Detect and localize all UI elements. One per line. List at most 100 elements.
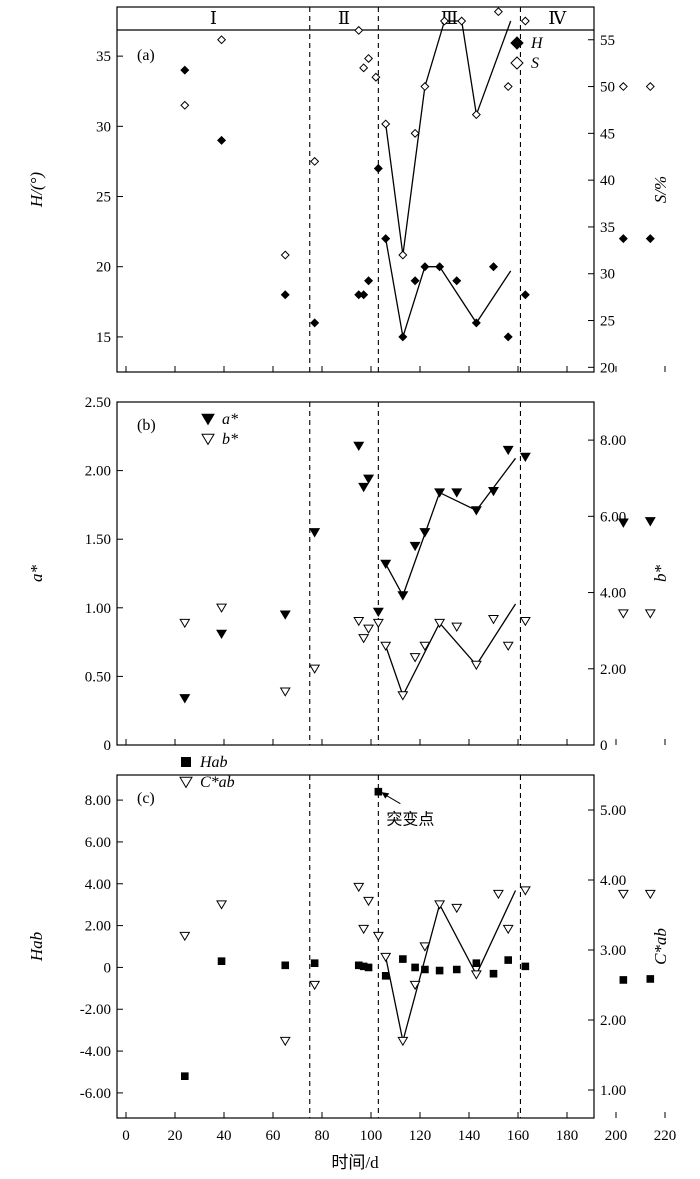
trend-line <box>385 238 512 338</box>
data-point-right <box>363 896 375 907</box>
data-point-right <box>380 641 392 652</box>
data-point-right <box>359 63 369 73</box>
x-tick-label: 100 <box>360 1128 383 1144</box>
y-left-tick-label: 0.50 <box>85 669 111 685</box>
data-point-left <box>359 290 369 300</box>
data-point-left <box>617 518 629 528</box>
y-right-tick-label: 8.00 <box>600 433 626 449</box>
y-right-tick-label: 50 <box>600 80 615 96</box>
y-left-tick-label: 2.00 <box>85 464 111 480</box>
data-point-right <box>617 609 629 619</box>
data-point-left <box>502 445 514 456</box>
y-right-tick-label: 0 <box>600 738 608 754</box>
data-point-left <box>310 959 319 968</box>
data-point-right <box>439 16 450 26</box>
data-point-left <box>470 506 482 516</box>
x-tick-label: 0 <box>122 1128 130 1144</box>
y-right-axis-label: C*ab <box>651 928 670 965</box>
data-point-left <box>364 963 373 972</box>
data-point-left <box>471 318 481 328</box>
phase-label: Ⅰ <box>210 8 217 28</box>
data-point-right <box>451 622 463 632</box>
y-right-tick-label: 30 <box>600 267 615 283</box>
y-right-axis-label: b* <box>651 565 670 583</box>
data-point-left <box>179 694 191 704</box>
y-right-tick-label: 25 <box>600 314 615 330</box>
y-left-tick-label: 0 <box>104 960 112 976</box>
data-point-right <box>398 250 408 260</box>
data-point-left <box>372 607 384 618</box>
y-left-axis-label: Hab <box>27 932 46 962</box>
y-right-tick-label: 2.00 <box>600 662 626 678</box>
data-point-left <box>520 290 530 300</box>
data-point-left <box>353 441 365 452</box>
data-point-right <box>372 618 384 629</box>
data-point-left <box>180 65 190 75</box>
legend-label: S <box>531 55 539 72</box>
y-left-tick-label: 30 <box>96 119 111 135</box>
data-point-right <box>520 16 530 26</box>
y-left-tick-label: -4.00 <box>80 1044 111 1060</box>
data-point-left <box>521 962 530 971</box>
data-point-left <box>398 332 408 342</box>
annotation-arrowhead <box>381 792 390 799</box>
data-point-right <box>179 931 191 942</box>
data-point-left <box>309 528 321 538</box>
plot-frame <box>116 6 595 373</box>
y-right-tick-label: 1.00 <box>600 1083 626 1099</box>
data-point-right <box>358 924 370 935</box>
data-point-right <box>471 110 481 120</box>
panel-3: -6.00 -4.00 -2.00 0 2.00 4.00 6.00 8.00 1.00 2.00… <box>27 754 676 1144</box>
data-point-left <box>373 163 383 173</box>
y-left-tick-label: -2.00 <box>80 1002 111 1018</box>
x-tick-label: 120 <box>409 1128 432 1144</box>
data-point-left <box>421 965 429 974</box>
y-right-tick-label: 35 <box>600 220 615 236</box>
data-point-right <box>216 603 228 613</box>
data-point-right <box>493 7 503 17</box>
data-point-right <box>397 1036 409 1047</box>
legend-label: b* <box>222 431 238 448</box>
data-point-left <box>489 969 498 978</box>
y-left-tick-label: -6.00 <box>80 1086 111 1102</box>
y-right-tick-label: 4.00 <box>600 586 626 602</box>
data-point-right <box>419 641 431 652</box>
data-point-right <box>519 886 531 896</box>
data-point-left <box>380 559 392 570</box>
data-point-right <box>372 931 384 942</box>
x-tick-label: 160 <box>507 1128 530 1144</box>
data-point-right <box>353 882 365 893</box>
data-point-left <box>519 452 531 463</box>
data-point-right <box>309 664 321 674</box>
data-point-left <box>181 1072 189 1080</box>
data-point-right <box>381 119 391 129</box>
y-left-axis-label: H/(°) <box>27 172 46 208</box>
phase-label: Ⅱ <box>338 8 350 28</box>
data-point-left <box>646 975 655 983</box>
data-point-right <box>353 616 365 627</box>
y-right-axis-label: S/% <box>651 176 670 203</box>
data-point-right <box>309 980 321 991</box>
data-point-right <box>409 653 421 663</box>
data-point-left <box>374 787 383 796</box>
data-point-left <box>435 966 444 975</box>
phase-label: Ⅳ <box>548 8 567 28</box>
data-point-left <box>397 591 409 601</box>
data-point-right <box>644 889 656 900</box>
data-point-left <box>503 332 513 342</box>
data-point-right <box>409 980 421 991</box>
data-point-right <box>364 53 374 63</box>
legend-label: H <box>530 35 544 52</box>
data-point-right <box>420 82 430 92</box>
data-point-left <box>409 541 421 552</box>
data-point-left <box>280 290 290 300</box>
annotation-label: 突变点 <box>386 811 434 829</box>
data-point-right <box>279 687 291 697</box>
data-point-right <box>363 624 375 634</box>
trend-line <box>385 20 512 256</box>
data-point-left <box>410 276 420 286</box>
data-point-left <box>279 610 291 620</box>
data-point-right <box>617 889 629 900</box>
x-tick-label: 200 <box>605 1128 628 1144</box>
data-point-right <box>488 615 499 625</box>
